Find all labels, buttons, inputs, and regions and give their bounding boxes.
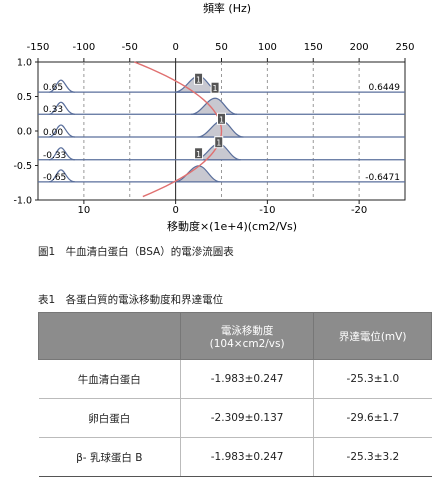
protein-name: β- 乳球蛋白 B	[38, 437, 181, 477]
top-tick-label: 0	[172, 42, 178, 53]
peak-marker-label: 1	[196, 75, 201, 84]
mobility-value: -2.309±0.137	[179, 398, 314, 438]
peak-marker-label: 1	[213, 84, 218, 93]
series-left-label: 0.00	[43, 128, 63, 138]
left-peak	[48, 169, 76, 183]
peak-marker	[210, 81, 220, 94]
y-axis-ticks: 1.0 0.5 0.0 -0.5 -1.0	[13, 58, 38, 207]
series-left-label: 0.33	[43, 105, 63, 115]
series-left-label: 0.65	[43, 83, 63, 93]
bottom-axis-ticks: 10 0 -10 -20	[78, 200, 367, 216]
top-tick-label: -50	[122, 42, 138, 53]
y-tick-label: -0.5	[13, 161, 32, 172]
left-peak	[48, 79, 76, 93]
header-cell-zeta: 界達電位(mV)	[313, 312, 432, 360]
electroosmotic-chart: 頻率 (Hz) -150 -100 -50 0 50 100 150 200 250 1.00.…	[13, 1, 415, 233]
top-tick-label: 200	[350, 42, 369, 53]
top-axis-ticks: -150 -100 -50 0 50 100 150 200 250	[27, 42, 415, 63]
left-peak	[48, 147, 76, 161]
peak-marker	[194, 147, 204, 160]
peak-marker	[214, 136, 224, 149]
top-axis-label: 頻率 (Hz)	[203, 1, 251, 15]
top-tick-label: 50	[215, 42, 228, 53]
peak-marker	[217, 112, 226, 125]
zeta-value: -25.3±3.2	[313, 437, 432, 477]
left-peak	[48, 124, 76, 138]
top-tick-label: 150	[304, 42, 323, 53]
header-cell	[38, 312, 181, 360]
bottom-tick-label: 0	[172, 205, 178, 216]
y-tick-label: 0.0	[17, 127, 32, 138]
main-peak	[174, 165, 221, 183]
peak-markers: 1 1 1 1 1	[194, 72, 226, 160]
top-tick-label: -150	[27, 42, 50, 53]
header-mobility-text: 電泳移動度 (104×cm2/vs)	[209, 324, 285, 350]
bottom-tick-label: -10	[259, 205, 275, 216]
series-left-label: -0.33	[43, 151, 66, 161]
table-row: 卵白蛋白 -2.309±0.137 -29.6±1.7	[38, 398, 432, 438]
zeta-value: -25.3±1.0	[313, 359, 432, 399]
bottom-tick-label: 10	[78, 205, 91, 216]
peak-marker	[194, 72, 204, 85]
series-right-label: 0.6449	[369, 83, 401, 93]
table-header-row: 電泳移動度 (104×cm2/vs) 界達電位(mV)	[38, 312, 432, 360]
table-row: 牛血清白蛋白 -1.983±0.247 -25.3±1.0	[38, 359, 432, 399]
table-caption: 表1 各蛋白質的電泳移動度和界達電位	[38, 294, 224, 306]
bottom-axis-label: 移動度×(1e+4)(cm2/Vs)	[167, 219, 297, 233]
mobility-value: -1.983±0.247	[179, 359, 314, 399]
top-tick-label: -100	[73, 42, 96, 53]
mobility-table: 電泳移動度 (104×cm2/vs) 界達電位(mV) 牛血清白蛋白 -1.98…	[38, 312, 432, 477]
y-tick-label: 1.0	[17, 58, 32, 69]
series-left-label: -0.65	[43, 173, 66, 183]
bottom-tick-label: -20	[351, 205, 367, 216]
peak-marker-label: 1	[219, 115, 224, 124]
protein-name: 牛血清白蛋白	[38, 359, 181, 399]
zeta-value: -29.6±1.7	[313, 398, 432, 438]
top-tick-label: 100	[258, 42, 277, 53]
protein-name: 卵白蛋白	[38, 398, 181, 438]
peak-marker-label: 1	[216, 139, 221, 148]
mobility-value: -1.983±0.247	[179, 437, 314, 477]
top-tick-label: 250	[395, 42, 414, 53]
figure-caption: 圖1 牛血清白蛋白（BSA）的電滲流圖表	[38, 246, 234, 258]
left-peak	[48, 101, 76, 115]
velocity-profile-curve	[134, 61, 223, 198]
table-row: β- 乳球蛋白 B -1.983±0.247 -25.3±3.2	[38, 437, 432, 477]
y-tick-label: -1.0	[13, 196, 32, 207]
series-right-label: -0.6471	[365, 173, 400, 183]
header-cell-mobility: 電泳移動度 (104×cm2/vs)	[179, 312, 315, 360]
main-peak	[190, 97, 238, 115]
y-tick-label: 0.5	[17, 92, 32, 103]
peak-marker-label: 1	[196, 150, 201, 159]
